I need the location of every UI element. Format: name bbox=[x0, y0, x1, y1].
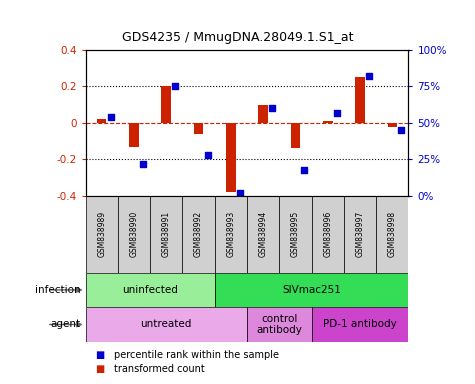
Bar bbox=[86, 196, 118, 273]
Bar bbox=[97, 119, 106, 123]
Bar bbox=[182, 196, 215, 273]
Point bbox=[398, 127, 405, 133]
Text: GSM838991: GSM838991 bbox=[162, 211, 171, 257]
Text: GDS4235 / MmugDNA.28049.1.S1_at: GDS4235 / MmugDNA.28049.1.S1_at bbox=[122, 31, 353, 44]
Bar bbox=[312, 307, 408, 342]
Text: GSM838998: GSM838998 bbox=[388, 211, 397, 257]
Bar bbox=[194, 123, 203, 134]
Point bbox=[171, 83, 179, 89]
Bar bbox=[279, 196, 312, 273]
Bar bbox=[129, 123, 139, 147]
Text: ■: ■ bbox=[95, 364, 104, 374]
Bar bbox=[247, 307, 312, 342]
Text: infection: infection bbox=[35, 285, 81, 295]
Text: GSM838990: GSM838990 bbox=[130, 211, 138, 257]
Bar bbox=[312, 196, 344, 273]
Bar bbox=[162, 86, 171, 123]
Text: GSM838989: GSM838989 bbox=[97, 211, 106, 257]
Point bbox=[301, 167, 308, 173]
Bar bbox=[247, 196, 279, 273]
Point bbox=[365, 73, 373, 79]
Text: PD-1 antibody: PD-1 antibody bbox=[323, 319, 397, 329]
Bar bbox=[291, 123, 300, 149]
Text: uninfected: uninfected bbox=[122, 285, 178, 295]
Text: GSM838996: GSM838996 bbox=[323, 211, 332, 257]
Point bbox=[236, 190, 244, 196]
Text: GSM838995: GSM838995 bbox=[291, 211, 300, 257]
Text: GSM838997: GSM838997 bbox=[356, 211, 364, 257]
Text: ■: ■ bbox=[95, 350, 104, 360]
Point bbox=[204, 152, 211, 158]
Text: untreated: untreated bbox=[141, 319, 192, 329]
Bar bbox=[150, 196, 182, 273]
Bar bbox=[344, 196, 376, 273]
Bar bbox=[86, 307, 247, 342]
Bar bbox=[226, 123, 236, 192]
Text: GSM838994: GSM838994 bbox=[259, 211, 267, 257]
Bar bbox=[376, 196, 408, 273]
Bar bbox=[118, 196, 150, 273]
Text: SIVmac251: SIVmac251 bbox=[282, 285, 341, 295]
Text: control
antibody: control antibody bbox=[256, 314, 302, 335]
Bar bbox=[355, 77, 365, 123]
Text: agent: agent bbox=[51, 319, 81, 329]
Point bbox=[333, 109, 341, 116]
Bar bbox=[215, 196, 247, 273]
Text: transformed count: transformed count bbox=[114, 364, 205, 374]
Bar bbox=[215, 273, 408, 307]
Point bbox=[268, 105, 276, 111]
Bar bbox=[258, 104, 268, 123]
Bar bbox=[388, 123, 397, 127]
Text: percentile rank within the sample: percentile rank within the sample bbox=[114, 350, 279, 360]
Bar bbox=[86, 273, 215, 307]
Point bbox=[107, 114, 114, 120]
Point bbox=[139, 161, 147, 167]
Text: GSM838993: GSM838993 bbox=[227, 211, 235, 257]
Bar bbox=[323, 121, 332, 123]
Text: GSM838992: GSM838992 bbox=[194, 211, 203, 257]
